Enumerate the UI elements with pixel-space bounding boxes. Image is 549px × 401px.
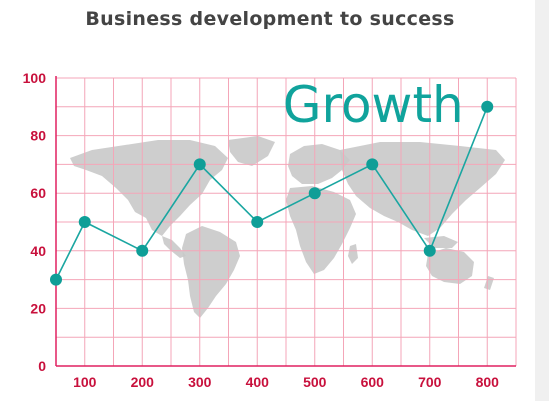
data-point (424, 245, 436, 257)
y-tick-label: 100 (23, 70, 47, 86)
y-tick-label: 40 (30, 243, 46, 259)
map-madagascar (348, 244, 358, 264)
annotation-label: Growth (283, 76, 464, 134)
x-tick-label: 700 (418, 374, 442, 390)
data-point (481, 101, 493, 113)
x-tick-label: 600 (361, 374, 385, 390)
data-point (79, 216, 91, 228)
x-tick-label: 800 (476, 374, 500, 390)
map-south-america (182, 226, 240, 318)
x-tick-label: 500 (303, 374, 327, 390)
y-tick-label: 20 (30, 300, 46, 316)
x-axis-ticks: 100 200 300 400 500 600 700 800 (73, 374, 499, 390)
y-tick-label: 0 (38, 358, 46, 374)
data-point (366, 158, 378, 170)
map-greenland (228, 136, 275, 166)
x-tick-label: 400 (246, 374, 270, 390)
x-tick-label: 300 (188, 374, 212, 390)
data-point (309, 187, 321, 199)
data-point (194, 158, 206, 170)
chart-annotations: Growth (283, 76, 464, 134)
x-tick-label: 200 (131, 374, 155, 390)
data-point (136, 245, 148, 257)
map-new-zealand (484, 276, 494, 290)
data-point (50, 274, 62, 286)
map-africa (286, 186, 356, 274)
y-tick-label: 60 (30, 185, 46, 201)
data-point (251, 216, 263, 228)
x-tick-label: 100 (73, 374, 97, 390)
y-axis-ticks: 0 20 40 60 80 100 (23, 70, 47, 374)
y-tick-label: 80 (30, 128, 46, 144)
